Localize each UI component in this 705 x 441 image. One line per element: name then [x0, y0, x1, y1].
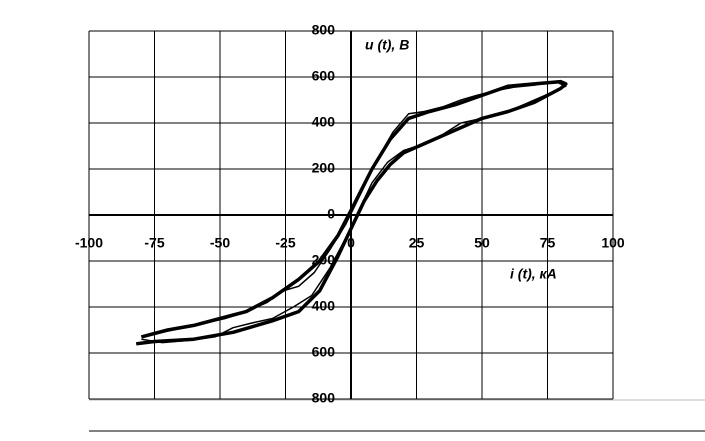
y-tick-label: 0 [327, 206, 335, 222]
x-tick-label: 25 [409, 235, 425, 251]
y-tick-label: 400 [312, 298, 336, 314]
y-axis-label: u (t), B [365, 37, 409, 53]
x-tick-label: -75 [144, 235, 164, 251]
y-tick-label: 600 [312, 344, 336, 360]
y-tick-label: 600 [312, 68, 336, 84]
x-tick-label: -50 [210, 235, 230, 251]
y-tick-label: 200 [312, 160, 336, 176]
x-tick-label: 100 [601, 235, 625, 251]
x-tick-label: 75 [540, 235, 556, 251]
x-tick-label: -100 [75, 235, 103, 251]
y-tick-label: 400 [312, 114, 336, 130]
x-axis-label: i (t), кА [510, 266, 557, 282]
y-tick-label: 800 [312, 22, 336, 38]
x-tick-label: 50 [474, 235, 490, 251]
data-line [141, 80, 567, 344]
y-tick-label: 800 [312, 390, 336, 406]
x-tick-label: -25 [275, 235, 295, 251]
data-line [135, 79, 568, 346]
